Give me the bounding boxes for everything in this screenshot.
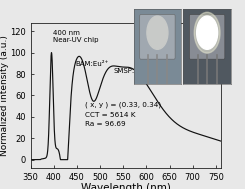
Text: ( x, y ) = (0.33, 0.34)
CCT = 5614 K
Ra = 96.69: ( x, y ) = (0.33, 0.34) CCT = 5614 K Ra … — [85, 102, 161, 127]
Circle shape — [197, 16, 218, 49]
Y-axis label: Normalized intensity (a.u.): Normalized intensity (a.u.) — [0, 35, 9, 156]
FancyBboxPatch shape — [140, 15, 175, 59]
Circle shape — [147, 16, 168, 49]
X-axis label: Wavelength (nm): Wavelength (nm) — [81, 184, 171, 189]
Text: BAM:Eu²⁺: BAM:Eu²⁺ — [75, 60, 109, 67]
FancyBboxPatch shape — [189, 15, 225, 59]
Circle shape — [194, 12, 220, 53]
Text: 400 nm
Near-UV chip: 400 nm Near-UV chip — [53, 29, 98, 43]
Text: SMSP:0.01Eu²⁺: SMSP:0.01Eu²⁺ — [114, 68, 167, 74]
